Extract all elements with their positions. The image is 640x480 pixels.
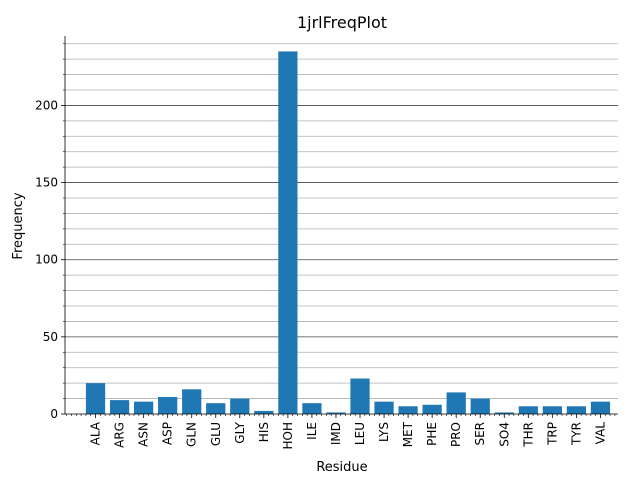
y-tick-label: 150 (35, 176, 58, 190)
bar-glu (206, 403, 226, 414)
bar-lys (374, 401, 394, 414)
y-tick-label: 100 (35, 253, 58, 267)
bar-pro (446, 392, 466, 414)
bar-leu (350, 378, 370, 414)
x-tick-label: TYR (569, 422, 583, 446)
x-tick-label: ALA (89, 421, 103, 445)
x-tick-label: ARG (113, 422, 127, 448)
x-tick-label: PRO (449, 422, 463, 447)
y-tick-label: 200 (35, 98, 58, 112)
bars (85, 51, 611, 415)
y-tick-label: 0 (50, 407, 58, 421)
bar-trp (542, 406, 562, 414)
x-tick-label: ASN (137, 422, 151, 447)
x-tick-label: GLN (185, 422, 199, 447)
bar-val (590, 401, 611, 414)
x-tick-label: GLY (233, 421, 247, 443)
bar-ile (302, 403, 322, 414)
x-tick-label: GLU (209, 422, 223, 446)
x-tick-label: TRP (545, 422, 559, 446)
bar-gly (230, 398, 250, 414)
x-tick-label: HIS (257, 422, 271, 442)
x-tick-label: ILE (305, 422, 319, 440)
ticks: 0 50 100 150 200 ALA ARG ASN ASP GLN GLU GLY HIS HOH I… (35, 43, 616, 450)
bar-his (254, 410, 274, 414)
x-tick-label: IMD (329, 422, 343, 445)
bar-imd (326, 412, 346, 414)
bar-met (398, 406, 418, 414)
x-tick-label: ASP (161, 422, 175, 445)
y-tick-label: 50 (43, 330, 58, 344)
bar-asp (158, 397, 178, 414)
x-tick-label: SER (473, 422, 487, 446)
x-tick-label: THR (521, 422, 535, 448)
x-tick-label: PHE (425, 422, 439, 446)
bar-ser (470, 398, 490, 414)
x-tick-label: LEU (353, 422, 367, 445)
bar-arg (109, 400, 130, 414)
chart-title: 1jrlFreqPlot (297, 13, 387, 32)
x-tick-label: MET (401, 421, 415, 447)
x-tick-label: LYS (377, 422, 391, 442)
x-tick-label: VAL (593, 422, 607, 445)
x-axis-label: Residue (316, 460, 367, 475)
axes (64, 36, 618, 415)
bar-so4 (494, 412, 514, 414)
y-axis-label: Frequency (11, 192, 26, 259)
bar-phe (422, 404, 442, 414)
bar-hoh (278, 51, 298, 415)
bar-asn (134, 401, 154, 414)
bar-thr (518, 406, 538, 414)
grid (65, 43, 618, 399)
x-tick-label: SO4 (497, 422, 511, 447)
x-tick-label: HOH (281, 422, 295, 450)
bar-tyr (566, 406, 587, 414)
bar-gln (182, 389, 202, 414)
bar-ala (85, 383, 106, 414)
